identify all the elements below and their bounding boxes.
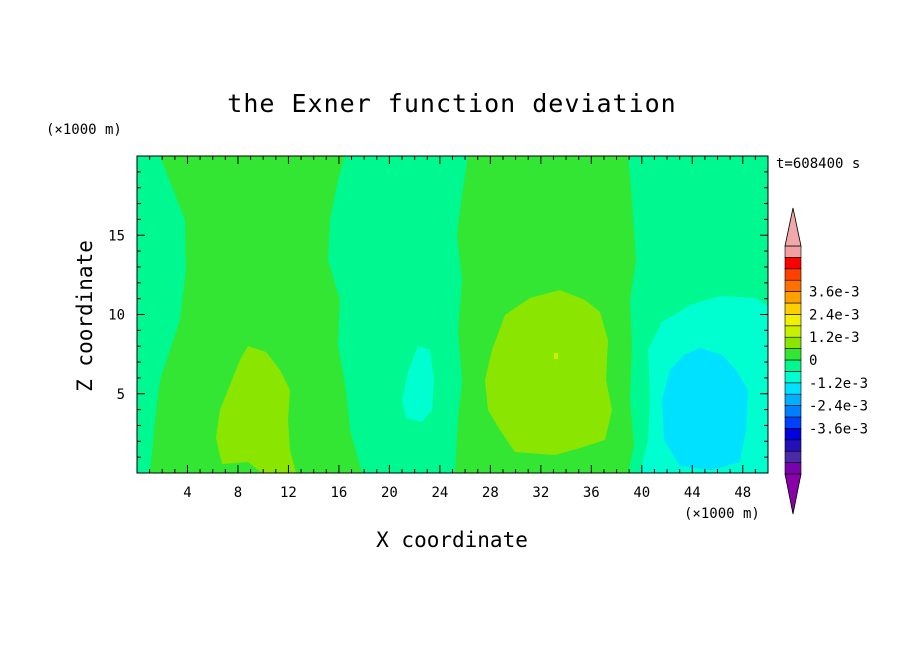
- colorbar-label: 2.4e-3: [809, 307, 860, 323]
- x-tick-label: 32: [532, 485, 549, 501]
- x-tick-label: 28: [482, 485, 499, 501]
- colorbar: -3.6e-3 -2.4e-3 -1.2e-3 0 1.2e-3 2.4e-3 3.6e-3: [784, 207, 868, 515]
- x-tick-label: 36: [583, 485, 600, 501]
- x-tick-label: 4: [183, 485, 191, 501]
- colorbar-swatch: [784, 325, 802, 338]
- colorbar-swatch: [784, 314, 802, 327]
- region-yellowgreen-left: [216, 346, 296, 473]
- x-tick-label: 44: [684, 485, 701, 501]
- x-tick-label: 12: [280, 485, 297, 501]
- region-yellow-speck: [554, 353, 558, 359]
- colorbar-swatch: [784, 393, 802, 406]
- colorbar-label: 3.6e-3: [809, 285, 860, 301]
- colorbar-swatch: [784, 359, 802, 372]
- colorbar-label: -2.4e-3: [809, 399, 868, 415]
- y-axis-label: Z coordinate: [73, 240, 97, 392]
- colorbar-swatch: [784, 450, 802, 463]
- contour-fill: [137, 156, 768, 473]
- colorbar-swatch: [784, 462, 802, 475]
- x-tick-label: 8: [234, 485, 242, 501]
- colorbar-swatch: [784, 336, 802, 349]
- region-yellowgreen-middle: [485, 290, 612, 455]
- colorbar-swatch: [784, 439, 802, 452]
- x-tick-label: 16: [330, 485, 347, 501]
- x-unit-label: (×1000 m): [684, 506, 760, 522]
- y-tick-label: 5: [117, 387, 125, 403]
- chart-title: the Exner function deviation: [227, 89, 676, 118]
- colorbar-swatch: [784, 348, 802, 361]
- colorbar-swatch: [784, 371, 802, 384]
- x-tick-label: 48: [734, 485, 751, 501]
- colorbar-label: -1.2e-3: [809, 376, 868, 392]
- colorbar-label: -3.6e-3: [809, 421, 868, 437]
- colorbar-under-arrow: [784, 473, 802, 515]
- y-unit-label: (×1000 m): [46, 122, 122, 138]
- x-tick-label: 40: [633, 485, 650, 501]
- colorbar-swatch: [784, 405, 802, 418]
- y-tick-label: 10: [108, 308, 125, 324]
- region-lightblue-right: [662, 348, 748, 470]
- colorbar-label: 1.2e-3: [809, 330, 860, 346]
- colorbar-swatch: [784, 416, 802, 429]
- colorbar-swatch: [784, 257, 802, 270]
- colorbar-label: 0: [809, 353, 817, 369]
- y-tick-label: 15: [108, 228, 125, 244]
- x-tick-label: 24: [431, 485, 448, 501]
- colorbar-swatch: [784, 382, 802, 395]
- colorbar-swatch: [784, 428, 802, 441]
- colorbar-swatch: [784, 302, 802, 315]
- x-axis-label: X coordinate: [376, 528, 528, 552]
- region-green-left: [150, 156, 362, 473]
- colorbar-swatch: [784, 291, 802, 304]
- colorbar-swatch: [784, 245, 802, 258]
- region-cyan-small: [402, 346, 434, 422]
- colorbar-over-arrow: [784, 207, 802, 247]
- colorbar-swatch: [784, 279, 802, 292]
- x-tick-label: 20: [381, 485, 398, 501]
- time-label: t=608400 s: [776, 156, 860, 172]
- colorbar-swatch: [784, 268, 802, 281]
